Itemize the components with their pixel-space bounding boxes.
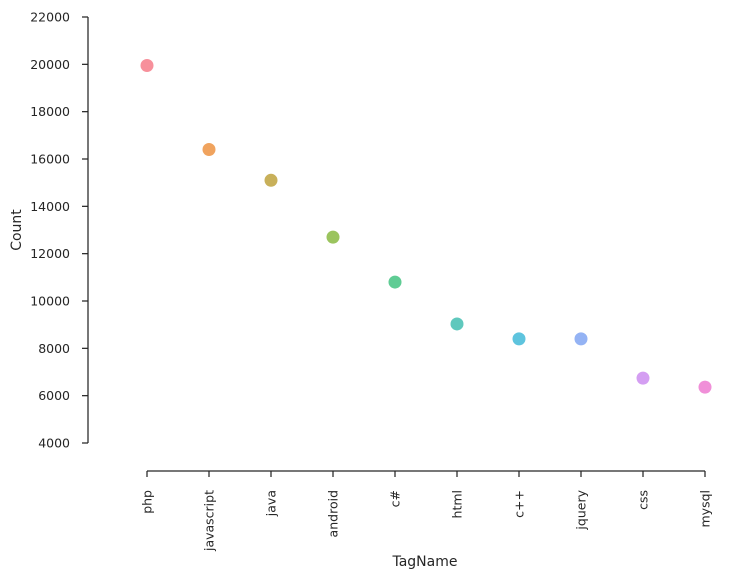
y-tick-label: 18000 <box>30 104 70 119</box>
y-tick-label: 22000 <box>30 10 70 25</box>
data-point <box>636 371 650 385</box>
x-tick-label: android <box>326 490 341 537</box>
y-tick-label: 10000 <box>30 294 70 309</box>
x-tick-label: c# <box>388 490 403 507</box>
y-tick-label: 6000 <box>38 388 70 403</box>
data-point <box>264 173 278 187</box>
y-tick-label: 20000 <box>30 57 70 72</box>
x-tick-label: java <box>264 490 279 517</box>
data-point <box>326 230 340 244</box>
y-tick-label: 16000 <box>30 152 70 167</box>
data-point <box>512 332 526 346</box>
y-tick-label: 8000 <box>38 341 70 356</box>
x-tick-label: jquery <box>574 489 589 530</box>
data-point <box>698 380 712 394</box>
y-tick-label: 4000 <box>38 436 70 451</box>
x-tick-label: php <box>140 490 155 514</box>
y-tick-label: 12000 <box>30 246 70 261</box>
y-axis-title: Count <box>9 209 25 251</box>
y-axis: 4000 6000 8000 10000 12000 14000 16000 18000 200… <box>30 10 89 451</box>
x-tick-label: c++ <box>512 490 527 518</box>
x-axis: php javascript java android c# html c++ jquery c… <box>140 470 713 552</box>
x-tick-label: html <box>450 490 465 518</box>
data-point <box>388 275 402 289</box>
data-point <box>574 332 588 346</box>
x-axis-title: TagName <box>391 554 457 570</box>
data-point <box>202 143 216 157</box>
data-point <box>140 59 154 73</box>
y-tick-label: 14000 <box>30 199 70 214</box>
x-tick-label: javascript <box>202 490 217 552</box>
x-tick-label: mysql <box>698 490 713 528</box>
data-point <box>450 317 464 331</box>
x-tick-label: css <box>636 490 651 510</box>
data-points <box>140 59 712 394</box>
